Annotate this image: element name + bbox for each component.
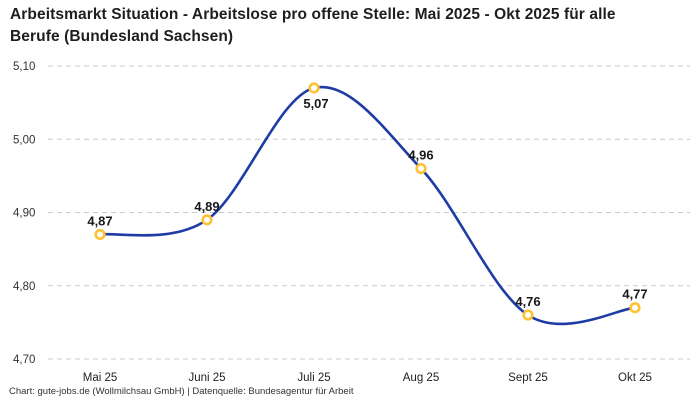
- data-point-marker[interactable]: [415, 162, 427, 175]
- chart-footer: Chart: gute-jobs.de (Wollmilchsau GmbH) …: [9, 386, 354, 397]
- data-point-marker[interactable]: [629, 302, 641, 314]
- y-tick-label: 4,90: [13, 208, 35, 220]
- x-tick-label: Juni 25: [188, 372, 225, 384]
- x-tick-label: Okt 25: [618, 372, 652, 384]
- x-tick-label: Sept 25: [508, 372, 548, 384]
- data-point-marker[interactable]: [94, 228, 106, 241]
- data-label: 4,89: [194, 199, 219, 214]
- x-tick-label: Juli 25: [297, 372, 330, 384]
- data-label: 5,07: [303, 96, 328, 111]
- y-tick-label: 4,70: [13, 354, 35, 366]
- data-label: 4,87: [87, 213, 112, 228]
- series-line: [98, 85, 637, 326]
- x-tick-label: Mai 25: [83, 372, 118, 384]
- data-label: 4,77: [622, 287, 647, 302]
- data-point-marker[interactable]: [522, 309, 534, 321]
- data-point-marker[interactable]: [308, 82, 320, 94]
- data-label: 4,76: [515, 294, 540, 309]
- chart-title: Arbeitsmarkt Situation - Arbeitslose pro…: [10, 6, 616, 45]
- data-label: 4,96: [408, 148, 433, 163]
- x-tick-label: Aug 25: [403, 372, 439, 384]
- y-tick-label: 5,10: [13, 61, 35, 73]
- data-point-marker[interactable]: [201, 214, 213, 226]
- y-tick-label: 5,00: [13, 134, 35, 146]
- y-tick-label: 4,80: [13, 281, 35, 293]
